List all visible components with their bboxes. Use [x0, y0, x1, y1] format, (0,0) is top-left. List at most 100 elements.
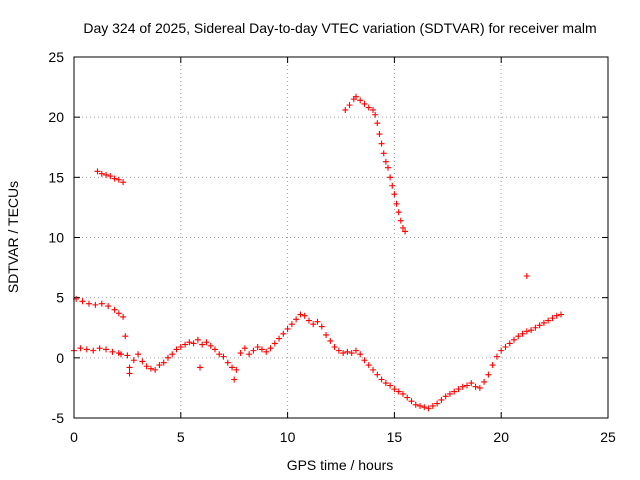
data-point	[293, 316, 300, 323]
data-point	[107, 173, 114, 180]
data-point	[365, 104, 372, 111]
data-point	[382, 158, 389, 165]
data-point	[258, 346, 265, 353]
data-point	[160, 359, 167, 366]
data-point	[536, 322, 543, 329]
data-point	[342, 106, 349, 113]
data-point	[370, 366, 377, 373]
data-point	[374, 120, 381, 127]
data-point	[464, 382, 471, 389]
series-upper-afternoon-arc	[342, 93, 409, 235]
data-point	[402, 228, 409, 235]
data-point	[438, 396, 445, 403]
data-point	[83, 346, 90, 353]
data-point	[506, 340, 513, 347]
data-point	[197, 364, 204, 371]
data-point	[92, 301, 99, 308]
data-point	[472, 383, 479, 390]
data-point	[254, 344, 261, 351]
data-point	[103, 171, 110, 178]
data-point	[120, 313, 127, 320]
data-point	[90, 347, 97, 354]
data-point	[498, 347, 505, 354]
data-point	[519, 330, 526, 337]
x-tick-label: 10	[280, 429, 296, 445]
data-points	[71, 93, 565, 412]
data-point	[152, 366, 159, 373]
data-point	[365, 362, 372, 369]
data-point	[310, 321, 317, 328]
data-point	[130, 357, 137, 364]
data-point	[327, 337, 334, 344]
data-point	[139, 358, 146, 365]
data-point	[147, 365, 154, 372]
data-point	[511, 336, 518, 343]
data-point	[314, 318, 321, 325]
data-point	[340, 350, 347, 357]
data-point	[387, 174, 394, 181]
data-point	[194, 336, 201, 343]
data-point	[397, 217, 404, 224]
data-point	[331, 344, 338, 351]
data-point	[370, 106, 377, 113]
data-point	[190, 340, 197, 347]
data-point	[540, 319, 547, 326]
series-isolated-points	[126, 273, 530, 383]
plot-frame	[73, 56, 609, 419]
data-point	[164, 354, 171, 361]
data-point	[352, 347, 359, 354]
x-tick-label: 0	[70, 429, 78, 445]
data-point	[182, 341, 189, 348]
data-point	[220, 353, 227, 360]
data-point	[417, 402, 424, 409]
chart-title: Day 324 of 2025, Sidereal Day-to-day VTE…	[83, 20, 596, 36]
data-point	[276, 335, 283, 342]
data-point	[446, 390, 453, 397]
data-point	[305, 317, 312, 324]
data-point	[404, 394, 411, 401]
data-point	[271, 340, 278, 347]
data-point	[434, 400, 441, 407]
data-point	[346, 102, 353, 109]
series-segment-low-morning	[71, 345, 124, 358]
data-point	[399, 224, 406, 231]
data-point	[361, 100, 368, 107]
data-point	[348, 350, 355, 357]
series-segment-5-band	[73, 295, 127, 320]
data-point	[124, 352, 131, 359]
data-point	[105, 303, 112, 310]
data-point	[115, 176, 122, 183]
data-point	[98, 300, 105, 307]
data-point	[378, 376, 385, 383]
data-point	[224, 359, 231, 366]
data-point	[77, 345, 84, 352]
data-point	[357, 97, 364, 104]
data-point	[231, 376, 238, 383]
data-point	[115, 310, 122, 317]
data-point	[408, 398, 415, 405]
data-point	[117, 351, 124, 358]
x-tick-label: 15	[387, 429, 403, 445]
data-point	[545, 317, 552, 324]
data-point	[207, 342, 214, 349]
data-point	[395, 209, 402, 216]
y-axis-label: SDTVAR / TECUs	[5, 181, 21, 293]
y-tick-label: 10	[48, 230, 64, 246]
y-tick-label: 25	[48, 49, 64, 65]
data-point	[528, 327, 535, 334]
grid-lines	[74, 57, 608, 418]
data-point	[280, 330, 287, 337]
data-point	[476, 384, 483, 391]
data-point	[135, 351, 142, 358]
data-point	[523, 273, 530, 280]
data-point	[211, 346, 218, 353]
data-point	[442, 393, 449, 400]
data-point	[352, 93, 359, 100]
data-point	[378, 140, 385, 147]
data-point	[237, 350, 244, 357]
data-point	[481, 378, 488, 385]
data-point	[532, 324, 539, 331]
data-point	[335, 347, 342, 354]
y-tick-label: 5	[56, 290, 64, 306]
